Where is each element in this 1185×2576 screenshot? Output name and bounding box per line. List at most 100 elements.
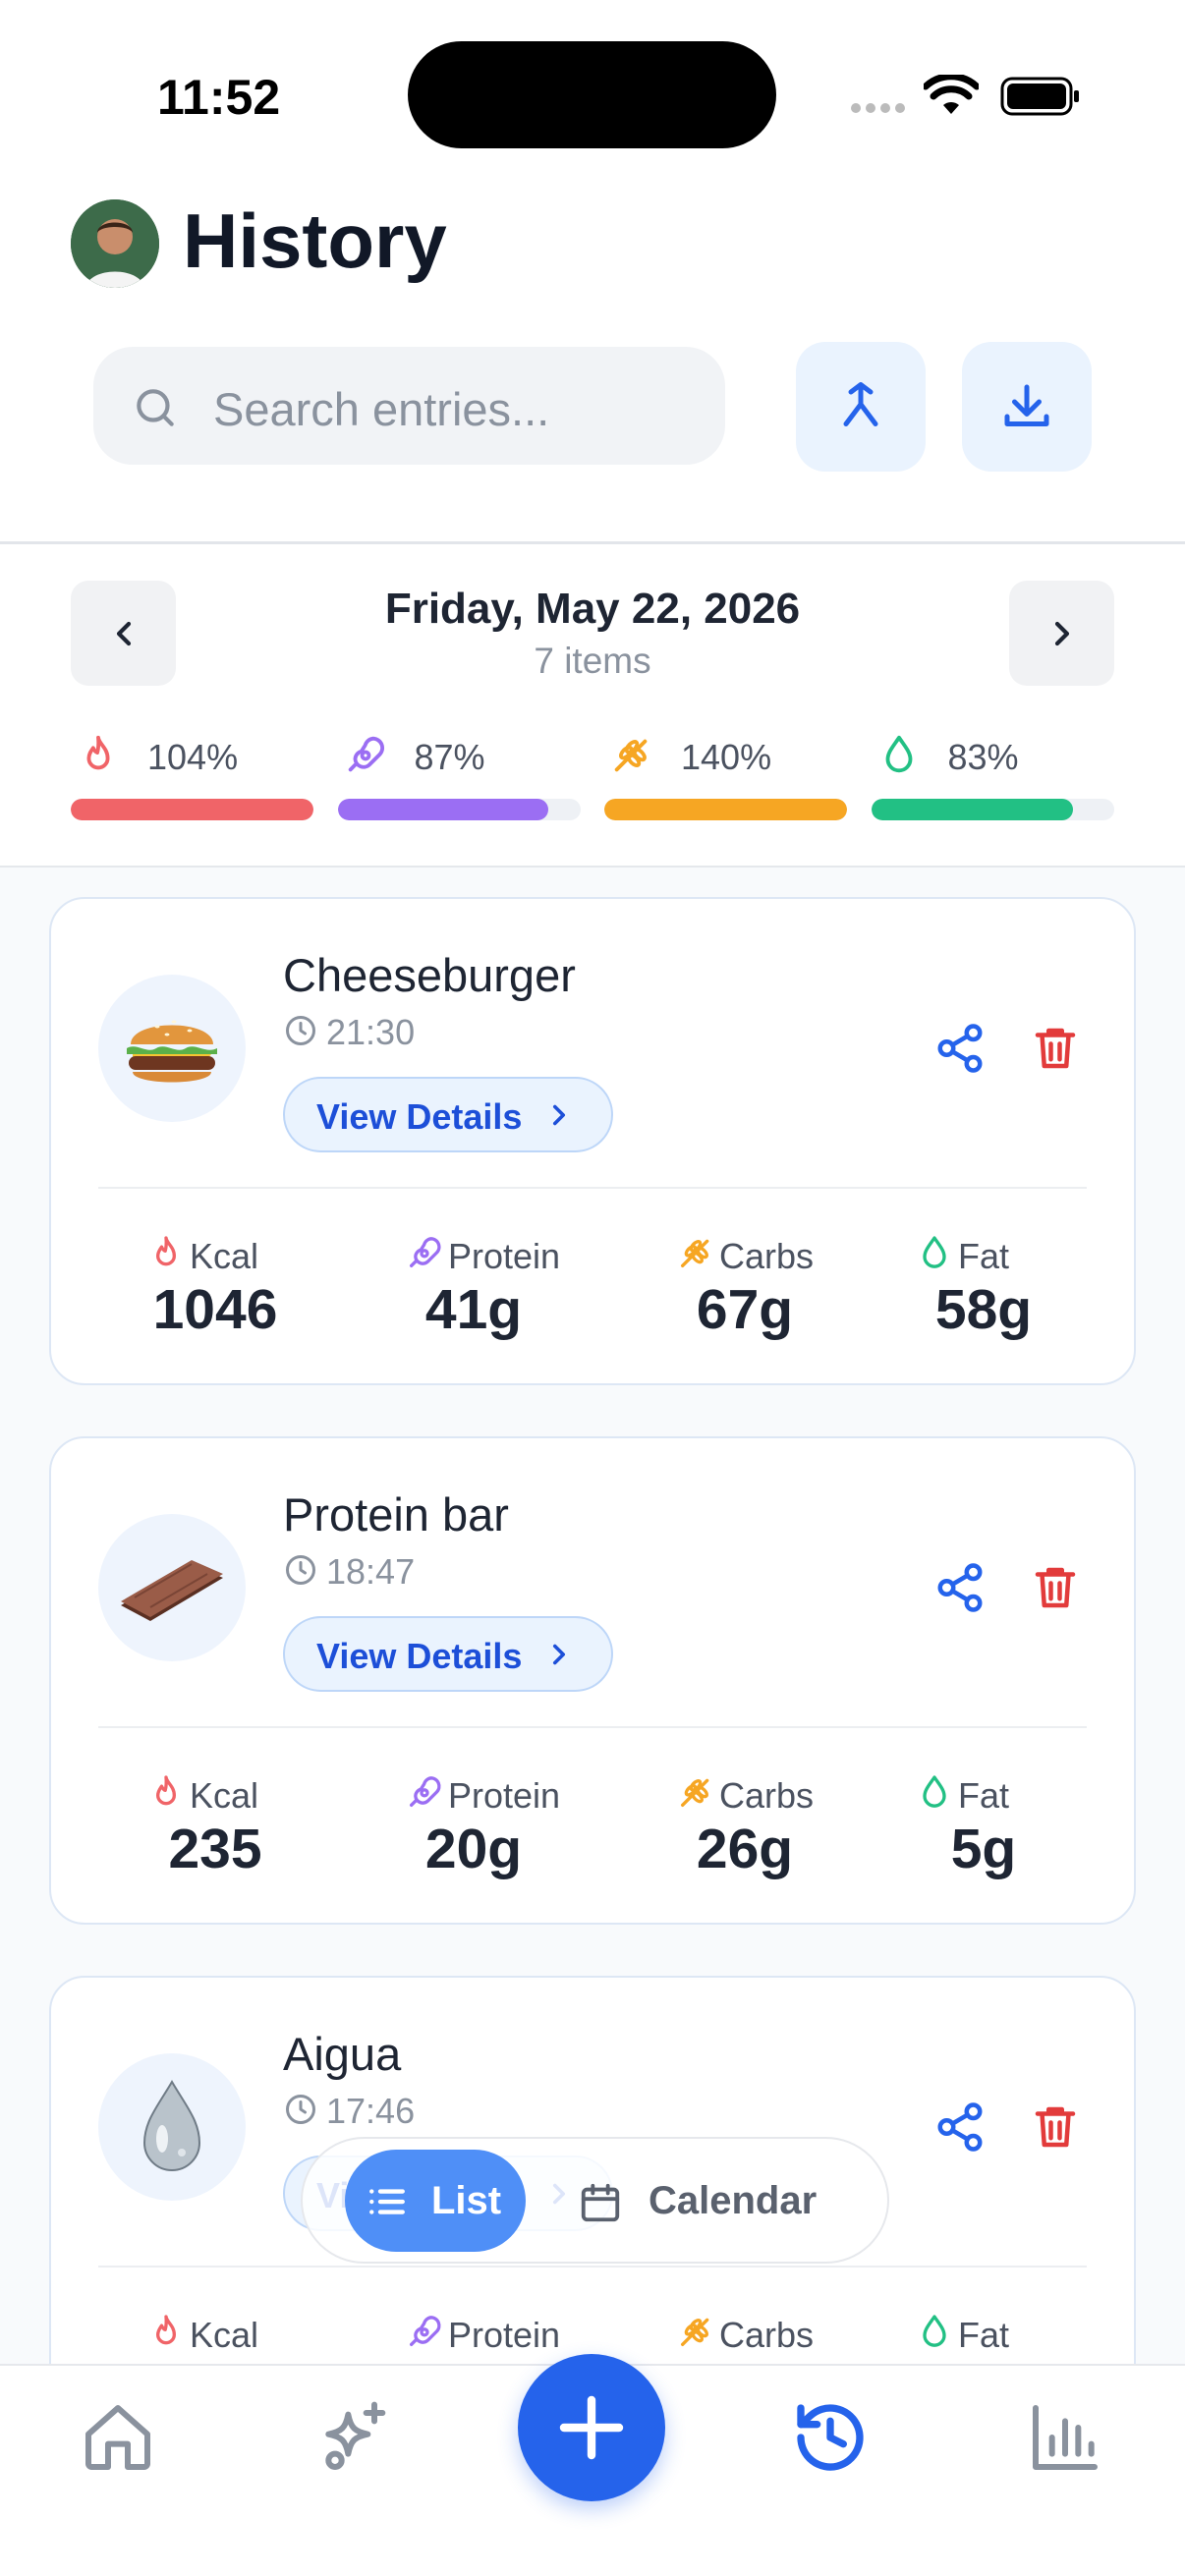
delete-button[interactable] <box>1029 1022 1082 1075</box>
time-icon <box>283 1013 318 1048</box>
goal-fill <box>604 799 847 820</box>
graphic <box>552 1644 566 1665</box>
next-day[interactable] <box>1009 581 1114 686</box>
calendar-tab[interactable]: Calendar <box>578 2150 863 2252</box>
graphic <box>85 2405 150 2470</box>
nav-ai[interactable] <box>315 2398 394 2477</box>
avatar <box>71 199 159 288</box>
stat-value: 20g <box>424 1818 523 1880</box>
graphic <box>121 1560 223 1617</box>
graphic <box>614 739 648 772</box>
graphic <box>1004 384 1049 426</box>
entry-card: Cheeseburger 21:30 View Details Kcal 1046 Pro… <box>49 897 1136 1385</box>
nav-history[interactable] <box>791 2398 870 2477</box>
graphic <box>696 1246 708 1260</box>
graphic <box>420 2327 429 2337</box>
stat-icon <box>405 1772 444 1812</box>
food-name: Aigua <box>283 2028 402 2080</box>
graphic <box>137 389 170 422</box>
graphic <box>1035 1567 1076 1608</box>
graphic <box>950 1034 970 1063</box>
share-button[interactable] <box>933 1022 987 1075</box>
food-image <box>98 1514 246 1661</box>
page-title: History <box>183 197 447 284</box>
graphic <box>129 1056 215 1070</box>
graphic <box>71 199 159 288</box>
stat-label: Protein <box>448 1236 561 1276</box>
graphic <box>937 2102 983 2152</box>
graphic <box>134 1563 208 1608</box>
graphic <box>156 2315 176 2345</box>
calendar-label: Calendar <box>649 2179 818 2222</box>
graphic <box>923 1775 946 1808</box>
graphic <box>137 389 174 426</box>
delete-button[interactable] <box>1029 2100 1082 2154</box>
goal-track <box>71 799 313 820</box>
graphic <box>156 1775 176 1806</box>
stat-label: Kcal <box>190 1775 259 1816</box>
prev-day[interactable] <box>71 581 176 686</box>
food-time: 17:46 <box>326 2091 416 2131</box>
stat-label: Fat <box>958 1775 1010 1816</box>
goal-track <box>604 799 847 820</box>
graphic <box>923 1236 946 1268</box>
graphic <box>156 1236 176 1266</box>
graphic <box>843 382 878 426</box>
stat-icon <box>915 2312 954 2351</box>
graphic <box>681 2318 709 2346</box>
stat-icon <box>676 2312 715 2351</box>
stat-icon <box>915 1772 954 1812</box>
delete-button[interactable] <box>1029 1561 1082 1614</box>
graphic <box>552 1104 566 1126</box>
graphic <box>299 2100 307 2114</box>
share-button[interactable] <box>933 1561 987 1614</box>
graphic <box>797 2404 864 2471</box>
goal-label: 104% <box>147 737 239 777</box>
graphic <box>1035 2106 1076 2148</box>
list-tab[interactable]: List <box>345 2150 526 2252</box>
nav-add[interactable] <box>518 2354 665 2501</box>
graphic <box>681 1778 709 1807</box>
food-name: Cheeseburger <box>283 949 576 1001</box>
card-divider <box>98 2266 1087 2268</box>
stat-label: Carbs <box>719 1236 815 1276</box>
nav-stats[interactable] <box>1026 2398 1104 2477</box>
graphic <box>161 414 174 426</box>
chevron <box>542 1098 576 1132</box>
graphic <box>1033 2405 1098 2470</box>
nav-home[interactable] <box>79 2398 157 2477</box>
share-button[interactable] <box>933 2100 987 2154</box>
merge-button[interactable] <box>796 342 926 472</box>
goal-fill <box>337 799 549 820</box>
stat-value: 1046 <box>152 1278 278 1341</box>
graphic <box>943 101 959 114</box>
search-box[interactable]: Search entries... <box>93 347 725 465</box>
graphic <box>843 382 878 426</box>
view-details-button[interactable]: View Details <box>283 1616 613 1692</box>
graphic <box>164 1033 170 1036</box>
graphic <box>369 2189 405 2214</box>
graphic <box>410 2316 441 2346</box>
graphic <box>552 1104 566 1126</box>
time-icon <box>283 2092 318 2127</box>
download-button[interactable] <box>962 342 1092 472</box>
stat-value: 235 <box>168 1818 262 1880</box>
graphic <box>1035 2106 1076 2148</box>
graphic <box>325 2450 345 2470</box>
graphic <box>681 1239 709 1267</box>
graphic <box>116 621 131 645</box>
graphic <box>924 75 979 114</box>
stat-label: Kcal <box>190 1236 259 1276</box>
graphic <box>325 2401 386 2470</box>
goal-track <box>337 799 581 820</box>
stat-icon <box>676 1233 715 1272</box>
graphic <box>286 2095 315 2124</box>
view-details-button[interactable]: View Details <box>283 1077 613 1152</box>
graphic <box>286 2095 315 2124</box>
graphic <box>880 103 890 113</box>
goal-icon <box>876 732 922 777</box>
graphic <box>559 2395 624 2460</box>
stat-value: 5g <box>950 1818 1017 1880</box>
graphic <box>414 1776 441 1805</box>
